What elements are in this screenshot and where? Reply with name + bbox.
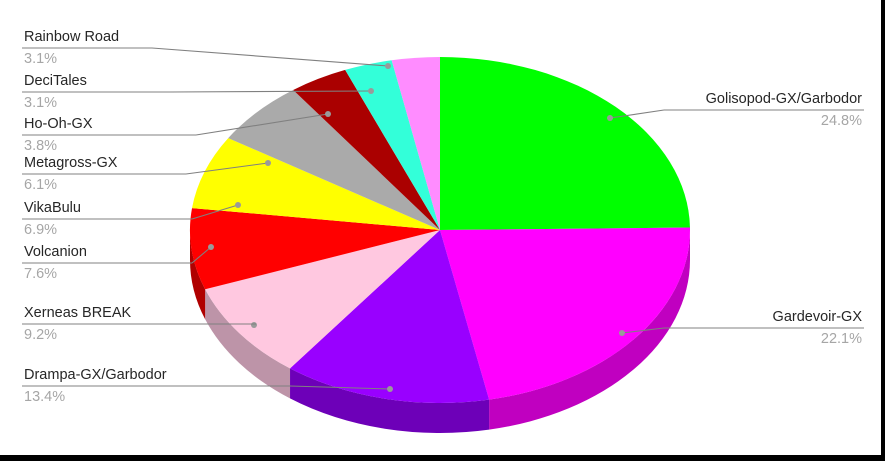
pie-slice-vikabulu[interactable] (192, 138, 440, 230)
leader-dot (607, 115, 613, 121)
label-name-decitales: DeciTales (24, 73, 87, 89)
pie-top-face-layer (190, 57, 691, 404)
leader-dot (387, 386, 393, 392)
leader-line-metagross-gx (185, 162, 269, 175)
leader-dot (619, 330, 625, 336)
pie-slice-side (290, 368, 490, 434)
leader-line-volcanion (191, 246, 212, 264)
leader-dot (325, 111, 331, 117)
label-percent-drampa-gx-garbodor: 13.4% (24, 389, 65, 405)
pie-slice-metagross-gx[interactable] (228, 89, 440, 230)
pie-slice-rainbow-road[interactable] (391, 57, 440, 230)
leader-line-vikabulu (191, 204, 239, 220)
label-percent-xerneas-break: 9.2% (24, 327, 57, 343)
label-percent-metagross-gx: 6.1% (24, 177, 57, 193)
pie-slice-side (190, 230, 206, 320)
leader-dot (265, 160, 271, 166)
pie-slice-xerneas-break[interactable] (205, 230, 440, 369)
label-percent-vikabulu: 6.9% (24, 222, 57, 238)
label-name-metagross-gx: Metagross-GX (24, 155, 118, 171)
leader-line-layer (151, 47, 665, 392)
pie-slice-drampa-gx-garbodor[interactable] (290, 230, 490, 404)
leader-dot (208, 244, 214, 250)
label-text-layer: Rainbow Road 3.1% DeciTales 3.1% Ho-Oh-GX 3.8… (24, 29, 862, 405)
label-percent-decitales: 3.1% (24, 95, 57, 111)
leader-line-rainbow-road (151, 47, 389, 67)
label-name-vikabulu: VikaBulu (24, 200, 81, 216)
leader-dot (235, 202, 241, 208)
pie-slice-golisopod-gx-garbodor[interactable] (440, 57, 690, 230)
label-percent-gardevoir-gx: 22.1% (821, 331, 862, 347)
label-name-rainbow-road: Rainbow Road (24, 29, 119, 45)
label-percent-golisopod-gx-garbodor: 24.8% (821, 113, 862, 129)
label-underline-layer (22, 47, 864, 387)
leader-dot (368, 88, 374, 94)
leader-line-decitales (169, 90, 372, 93)
pie-slice-ho-oh-gx[interactable] (293, 69, 440, 230)
label-percent-volcanion: 7.6% (24, 266, 57, 282)
label-name-volcanion: Volcanion (24, 244, 87, 260)
leader-line-ho-oh-gx (195, 113, 329, 136)
leader-line-gardevoir-gx (621, 327, 665, 334)
label-percent-rainbow-road: 3.1% (24, 51, 57, 67)
pie-slice-decitales[interactable] (345, 60, 440, 230)
leader-dot (251, 322, 257, 328)
pie-slice-volcanion[interactable] (190, 208, 440, 290)
leader-line-drampa-gx-garbodor (289, 385, 391, 390)
leader-line-golisopod-gx-garbodor (609, 109, 665, 119)
label-name-gardevoir-gx: Gardevoir-GX (773, 309, 863, 325)
label-name-golisopod-gx-garbodor: Golisopod-GX/Garbodor (706, 91, 863, 107)
pie-slice-side (205, 289, 291, 399)
leader-dot (385, 63, 391, 69)
label-percent-ho-oh-gx: 3.8% (24, 138, 57, 154)
pie-slice-gardevoir-gx[interactable] (440, 227, 691, 400)
label-name-ho-oh-gx: Ho-Oh-GX (24, 116, 93, 132)
label-name-drampa-gx-garbodor: Drampa-GX/Garbodor (24, 367, 167, 383)
label-name-xerneas-break: Xerneas BREAK (24, 305, 132, 321)
